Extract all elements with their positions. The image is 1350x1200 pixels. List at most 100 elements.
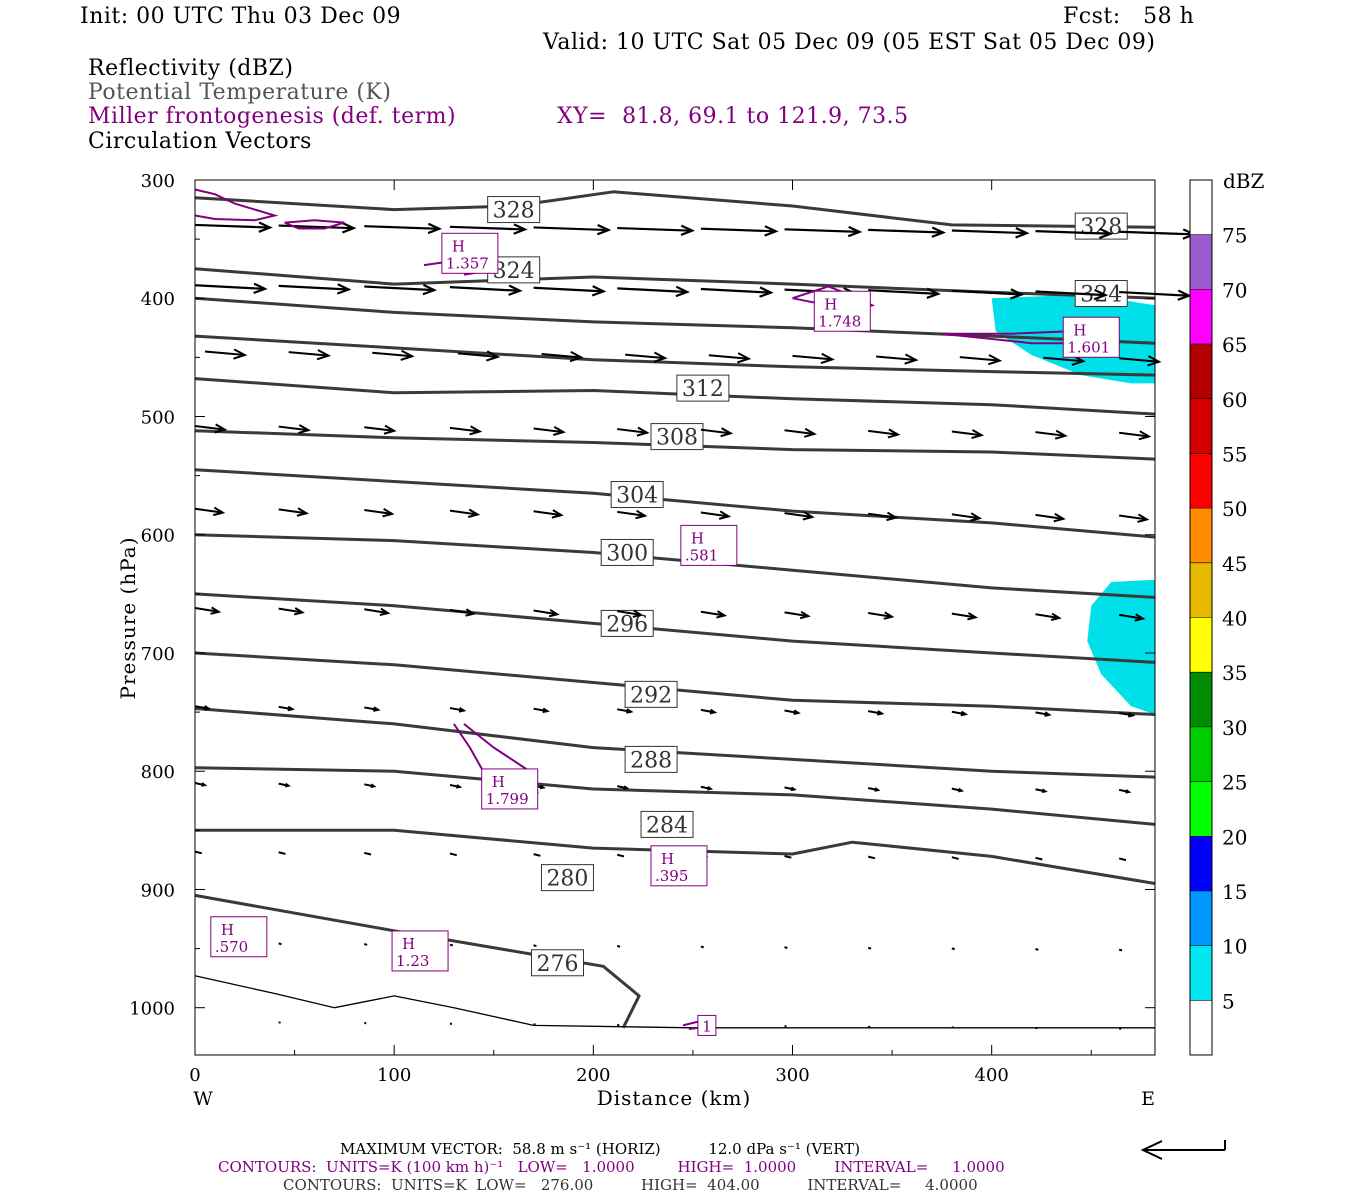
circulation-vector <box>364 222 443 235</box>
svg-text:.395: .395 <box>655 867 688 885</box>
circulation-vector <box>868 611 895 620</box>
colorbar-label: 5 <box>1222 989 1235 1013</box>
x-tick-label: 200 <box>576 1065 610 1086</box>
circulation-vector <box>616 944 621 948</box>
footer-max-vector: MAXIMUM VECTOR: 58.8 m s⁻¹ (HORIZ) 12.0 … <box>340 1140 861 1158</box>
circulation-vector <box>876 353 919 365</box>
circulation-vector <box>625 351 668 363</box>
circulation-vector <box>533 707 550 714</box>
circulation-vector <box>364 507 395 518</box>
colorbar-units: dBZ <box>1223 169 1265 193</box>
circulation-vector <box>194 705 212 711</box>
frontogenesis-max-label: H.581 <box>680 524 738 566</box>
circulation-vector <box>194 850 203 855</box>
theta-contour-312 <box>194 377 1156 416</box>
theta-label-284: 284 <box>640 810 694 838</box>
colorbar-swatch <box>1190 781 1212 837</box>
colorbar-label: 65 <box>1222 333 1247 357</box>
colorbar-swatch <box>1190 890 1212 946</box>
svg-text:328: 328 <box>493 199 535 224</box>
circulation-vector <box>364 783 377 789</box>
circulation-vector <box>1035 227 1114 240</box>
colorbar-swatch <box>1190 672 1212 727</box>
circulation-vector <box>449 783 463 789</box>
valid-time: Valid: 10 UTC Sat 05 Dec 09 (05 EST Sat … <box>543 30 1156 55</box>
frontogenesis-contour-0 <box>194 188 279 222</box>
circulation-vector <box>617 509 648 520</box>
svg-text:H: H <box>402 935 415 953</box>
east-label: E <box>1141 1088 1155 1110</box>
theta-label-328: 328 <box>487 196 541 224</box>
field-frontogenesis: Miller frontogenesis (def. term) <box>88 104 457 129</box>
colorbar-label: 75 <box>1222 224 1247 248</box>
circulation-vector <box>616 853 625 858</box>
circulation-vector <box>784 225 863 238</box>
theta-label-280: 280 <box>540 864 594 892</box>
circulation-vector <box>792 352 835 364</box>
svg-text:H: H <box>452 237 465 255</box>
circulation-vector <box>700 286 774 298</box>
circulation-vector <box>951 227 1030 239</box>
colorbar-label: 60 <box>1222 388 1247 412</box>
theta-contour-288 <box>194 707 1156 779</box>
circulation-vector <box>1118 613 1146 622</box>
svg-text:324: 324 <box>493 259 535 284</box>
colorbar-label: 50 <box>1222 497 1247 521</box>
svg-text:1.23: 1.23 <box>396 952 429 970</box>
field-reflectivity: Reflectivity (dBZ) <box>88 56 294 81</box>
y-tick-label: 500 <box>141 407 175 428</box>
svg-text:1.748: 1.748 <box>818 312 861 330</box>
colorbar-label: 10 <box>1222 935 1247 959</box>
frontogenesis-max-label: H1.799 <box>481 768 539 810</box>
circulation-vector <box>951 947 956 951</box>
circulation-vector <box>617 708 634 714</box>
circulation-vector <box>617 224 696 236</box>
circulation-vector <box>784 427 817 438</box>
circulation-vector <box>278 607 305 616</box>
y-tick-label: 600 <box>141 526 175 547</box>
circulation-vector <box>868 710 885 716</box>
circulation-vector <box>288 349 332 361</box>
circulation-vector <box>194 506 226 517</box>
frontogenesis-max-label: H.395 <box>650 845 708 887</box>
forecast-hour: Fcst: 58 h <box>1063 4 1195 29</box>
circulation-vector <box>364 607 391 617</box>
circulation-vector <box>868 428 901 439</box>
y-axis-label: Pressure (hPa) <box>116 537 140 700</box>
circulation-vector <box>700 708 718 715</box>
circulation-vector <box>278 507 309 517</box>
circulation-vector <box>533 509 564 519</box>
colorbar-label: 25 <box>1222 771 1247 795</box>
colorbar-swatch <box>1190 836 1212 891</box>
theta-contour-328 <box>194 190 1156 229</box>
svg-text:1.601: 1.601 <box>1067 338 1110 356</box>
circulation-vector <box>449 284 523 296</box>
circulation-vector <box>951 288 1025 300</box>
circulation-vector <box>1118 948 1123 952</box>
circulation-vector <box>1035 288 1109 301</box>
circulation-vector <box>278 851 286 855</box>
circulation-vector <box>1118 788 1132 794</box>
circulation-vector <box>867 946 872 950</box>
plot-frame <box>194 179 1156 1056</box>
circulation-vector <box>1035 612 1062 621</box>
colorbar-swatch <box>1190 726 1212 782</box>
circulation-vector <box>449 943 454 947</box>
circulation-vector <box>784 855 792 859</box>
circulation-vector <box>868 511 899 522</box>
circulation-vector <box>1118 711 1136 718</box>
svg-text:296: 296 <box>606 612 648 637</box>
circulation-vector <box>194 423 228 434</box>
circulation-vector <box>1118 857 1127 862</box>
theta-label-300: 300 <box>600 538 654 566</box>
init-time: Init: 00 UTC Thu 03 Dec 09 <box>80 4 402 29</box>
circulation-vector <box>457 350 501 362</box>
circulation-vector <box>617 285 690 298</box>
svg-text:300: 300 <box>606 541 648 566</box>
circulation-vector <box>449 608 477 617</box>
theta-contour-320 <box>194 296 1156 345</box>
colorbar-swatch <box>1190 1000 1212 1055</box>
circulation-vector <box>533 285 607 297</box>
circulation-vector <box>951 710 969 717</box>
